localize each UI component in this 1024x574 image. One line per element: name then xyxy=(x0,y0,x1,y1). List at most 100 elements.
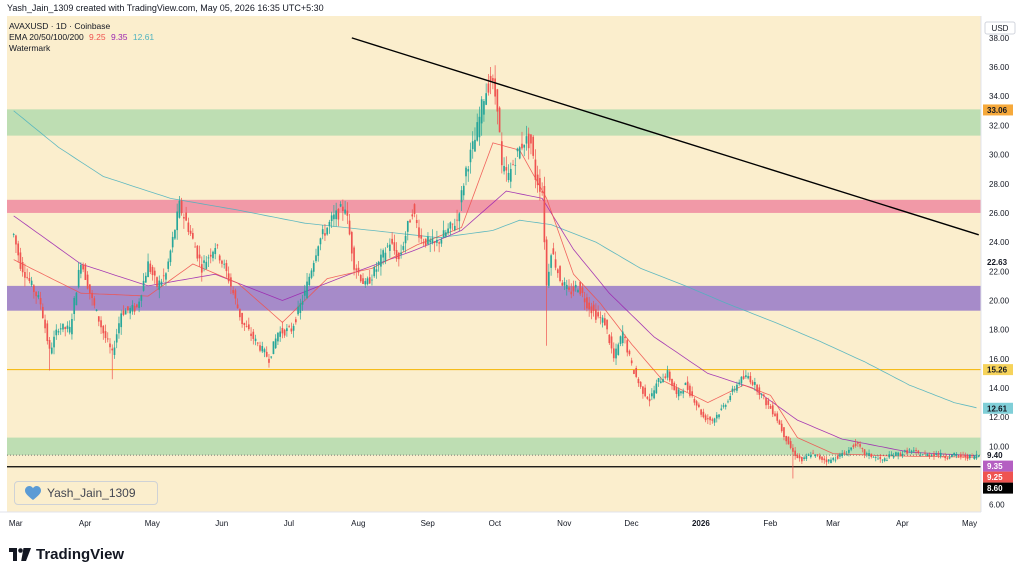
candle xyxy=(968,454,971,461)
candle xyxy=(792,444,794,479)
x-tick-label: Oct xyxy=(489,519,502,528)
candle xyxy=(935,450,938,457)
candle xyxy=(429,237,432,253)
candle xyxy=(554,251,557,271)
candle xyxy=(664,373,667,380)
candle xyxy=(637,377,640,387)
candle xyxy=(971,453,973,458)
candle xyxy=(805,453,808,461)
candle xyxy=(265,346,268,358)
candle xyxy=(890,451,893,457)
trendline[interactable] xyxy=(351,37,979,236)
candle xyxy=(630,357,633,366)
candle xyxy=(624,334,626,344)
candle xyxy=(532,134,535,159)
currency-box[interactable] xyxy=(984,21,1016,35)
candle xyxy=(241,312,243,328)
candle xyxy=(899,451,902,457)
candle xyxy=(57,328,60,336)
candle xyxy=(169,249,172,266)
candle xyxy=(326,227,329,236)
x-tick-label: 2026 xyxy=(692,519,710,528)
time-axis[interactable] xyxy=(0,512,1024,538)
tradingview-logo-icon xyxy=(9,548,31,561)
candle xyxy=(789,437,792,450)
candle xyxy=(256,342,259,347)
candle xyxy=(344,200,346,215)
y-tick-label: 16.00 xyxy=(989,355,1010,364)
candle xyxy=(901,450,904,459)
ema-line: EMA 20/50/100/200 9.25 9.35 12.61 xyxy=(9,32,154,43)
candle xyxy=(633,369,635,375)
candle xyxy=(859,441,861,449)
candle xyxy=(586,293,588,312)
candle xyxy=(317,245,320,262)
candle xyxy=(142,273,145,292)
candle xyxy=(315,248,317,263)
candle xyxy=(420,228,423,245)
candle xyxy=(312,260,315,277)
candle xyxy=(917,449,920,455)
chart-legend: AVAXUSD · 1D · Coinbase EMA 20/50/100/20… xyxy=(9,21,154,54)
candle xyxy=(720,404,723,411)
candle xyxy=(406,220,409,241)
tradingview-logo[interactable]: TradingView xyxy=(9,546,124,563)
candle xyxy=(272,341,275,355)
candle xyxy=(489,67,492,95)
candle xyxy=(872,456,875,458)
candle xyxy=(713,417,716,426)
candle xyxy=(879,453,882,463)
y-tick-label: 18.00 xyxy=(989,326,1010,335)
price-badge-label: 8.60 xyxy=(987,484,1003,493)
candle xyxy=(666,365,669,381)
candle xyxy=(462,183,465,201)
candle xyxy=(460,185,463,212)
price-badge xyxy=(983,256,1013,268)
price-badge xyxy=(983,364,1013,376)
candle xyxy=(440,237,443,247)
candle xyxy=(373,265,376,278)
candle xyxy=(261,341,264,354)
candle xyxy=(574,280,577,292)
candle xyxy=(561,280,564,287)
purple-zone xyxy=(7,285,981,311)
candle xyxy=(823,455,826,464)
candle xyxy=(308,273,311,287)
candle xyxy=(973,454,976,460)
candle xyxy=(230,273,232,295)
candle xyxy=(147,253,149,278)
candle xyxy=(801,456,803,465)
candle xyxy=(66,321,69,333)
candle xyxy=(568,279,570,292)
candle xyxy=(346,202,349,225)
candle xyxy=(841,450,844,459)
candle xyxy=(868,449,870,460)
candle xyxy=(250,327,252,341)
pink-zone xyxy=(7,199,981,213)
candle xyxy=(286,323,288,337)
candle xyxy=(626,338,629,357)
candle xyxy=(962,451,964,458)
candle xyxy=(281,321,284,339)
candle xyxy=(194,242,196,248)
candle xyxy=(921,454,924,456)
candle xyxy=(865,451,868,458)
candle xyxy=(579,280,582,296)
candle xyxy=(857,441,859,447)
candle xyxy=(113,340,116,359)
x-tick-label: May xyxy=(145,519,160,528)
candle xyxy=(612,342,615,362)
candle xyxy=(646,396,649,400)
tradingview-logo-text: TradingView xyxy=(36,546,125,563)
candle xyxy=(17,240,20,263)
candle xyxy=(928,452,931,459)
candle xyxy=(787,436,790,445)
candle xyxy=(843,450,846,454)
y-tick-label: 14.00 xyxy=(989,384,1010,393)
candle xyxy=(689,383,691,398)
candle xyxy=(86,271,89,290)
candle xyxy=(118,316,120,339)
candle xyxy=(209,248,212,264)
candle xyxy=(541,182,543,196)
